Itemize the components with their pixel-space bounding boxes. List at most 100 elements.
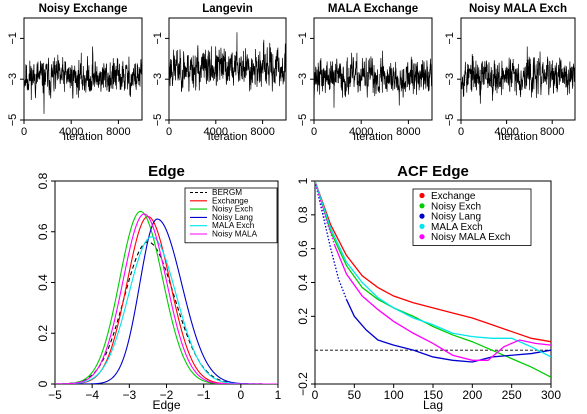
y-tick-label: 0.8 (296, 206, 310, 223)
y-tick-label: −1 (444, 32, 456, 45)
chart-title: Noisy MALA Exch (469, 3, 567, 15)
y-tick-label: 0.2 (36, 325, 50, 342)
x-tick-label: −2 (160, 388, 174, 402)
x-axis-label: Iteration (353, 131, 393, 143)
chart-panel-1: Noisy Exchange 0 4000 8000 −1 −3 −5 Iteration (7, 3, 143, 143)
x-tick-label: 200 (462, 388, 482, 402)
density-line-noisy-mala (55, 213, 278, 384)
plot-area (314, 50, 432, 108)
acf-line-noisy-mala-exch (334, 245, 551, 361)
x-tick-label: 8000 (540, 126, 564, 138)
plot-area (24, 46, 142, 114)
x-tick-label: −1 (197, 388, 211, 402)
y-tick-label: 0.2 (296, 308, 310, 325)
y-tick-label: −3 (152, 73, 164, 86)
x-tick-label: 0 (237, 388, 244, 402)
x-tick-label: 0 (312, 388, 319, 402)
legend-entry: MALA Exch (431, 222, 483, 233)
density-line-mala-exch (55, 236, 278, 384)
legend-box (412, 188, 532, 246)
y-tick-label: 0.6 (296, 240, 310, 257)
legend-entry: Noisy Exch (212, 205, 253, 214)
legend-entry: Noisy Lang (431, 212, 481, 223)
y-tick-label: −0.2 (296, 372, 310, 396)
chart-title: Langevin (202, 3, 252, 15)
y-tick-label: 0.4 (36, 274, 50, 291)
x-axis-label: Edge (152, 398, 180, 412)
x-tick-label: 0 (21, 126, 27, 138)
x-tick-label: 1 (275, 388, 282, 402)
y-tick-label: 1 (296, 177, 310, 184)
x-tick-label: 100 (384, 388, 404, 402)
chart-panel-5: Edge −5 −4 −3 −2 −1 0 1 0 0.2 0.4 0.6 0.8 Edge BERGMEx… (36, 163, 282, 412)
plot-area (169, 32, 286, 92)
plot-area (55, 210, 278, 384)
y-tick-label: 0.4 (296, 274, 310, 291)
acf-line-noisy-lang-dotted (315, 181, 348, 300)
x-tick-label: 4000 (59, 126, 83, 138)
x-tick-label: 8000 (396, 126, 420, 138)
legend-entry: Exchange (431, 191, 476, 202)
plot-frame (460, 17, 576, 121)
chart-panel-3: MALA Exchange 0 4000 8000 −1 −3 −5 Iteration (297, 3, 433, 143)
legend-entry: Noisy Exch (431, 201, 481, 212)
x-tick-label: −4 (85, 388, 99, 402)
x-tick-label: 4000 (494, 126, 518, 138)
chart-title: MALA Exchange (328, 3, 418, 15)
y-tick-label: −3 (7, 73, 19, 86)
x-tick-label: −5 (48, 388, 62, 402)
x-axis-label: Iteration (498, 131, 538, 143)
chart-panel-2: Langevin 0 4000 8000 −1 −3 −5 Iteration (152, 3, 287, 143)
y-tick-label: −1 (152, 32, 164, 45)
x-axis-label: Iteration (208, 131, 248, 143)
acf-line-exchange (315, 181, 551, 343)
trace-line (314, 50, 432, 108)
y-tick-label: 0 (36, 380, 50, 387)
x-tick-label: 0 (311, 126, 317, 138)
y-tick-label: −3 (444, 73, 456, 86)
plot-frame (313, 17, 433, 121)
chart-title: ACF Edge (397, 163, 469, 180)
x-tick-label: −3 (122, 388, 136, 402)
density-line-noisy-lang (55, 218, 278, 384)
plot-frame (23, 17, 143, 121)
chart-title: Noisy Exchange (39, 3, 128, 15)
x-tick-label: 8000 (106, 126, 130, 138)
y-tick-label: −5 (7, 114, 19, 127)
legend-swatch (419, 234, 425, 240)
acf-line-noisy-mala-exch-dotted (315, 181, 336, 246)
y-tick-label: −5 (152, 114, 164, 127)
x-tick-label: 4000 (204, 126, 228, 138)
legend-entry: Noisy MALA Exch (431, 232, 510, 243)
plot-area (461, 46, 575, 104)
y-tick-label: 0.8 (36, 172, 50, 189)
x-tick-label: 4000 (349, 126, 373, 138)
acf-line-mala-exch (315, 181, 551, 358)
legend-entry: BERGM (212, 188, 242, 197)
legend-entry: Noisy MALA (212, 230, 258, 239)
x-axis-label: Lag (423, 398, 443, 412)
y-tick-label: −5 (297, 114, 309, 127)
trace-line (169, 32, 286, 92)
x-tick-label: 8000 (250, 126, 274, 138)
x-tick-label: 0 (458, 126, 464, 138)
legend-swatch (419, 213, 425, 219)
x-tick-label: 50 (348, 388, 362, 402)
y-tick-label: −1 (297, 32, 309, 45)
legend-swatch (419, 192, 425, 199)
plot-area (315, 181, 551, 378)
trace-line (461, 46, 575, 104)
trace-line (24, 46, 142, 114)
y-tick-label: −5 (444, 114, 456, 127)
x-axis-label: Iteration (63, 131, 103, 143)
acf-line-noisy-lang (345, 299, 551, 363)
legend-entry: Noisy Lang (212, 213, 253, 222)
x-tick-label: 300 (541, 388, 561, 402)
x-tick-label: 0 (166, 126, 172, 138)
legend-swatch (419, 223, 425, 229)
chart-panel-4: Noisy MALA Exch 0 4000 8000 −1 −3 −5 Iteration (444, 3, 576, 143)
y-tick-label: −3 (297, 73, 309, 86)
